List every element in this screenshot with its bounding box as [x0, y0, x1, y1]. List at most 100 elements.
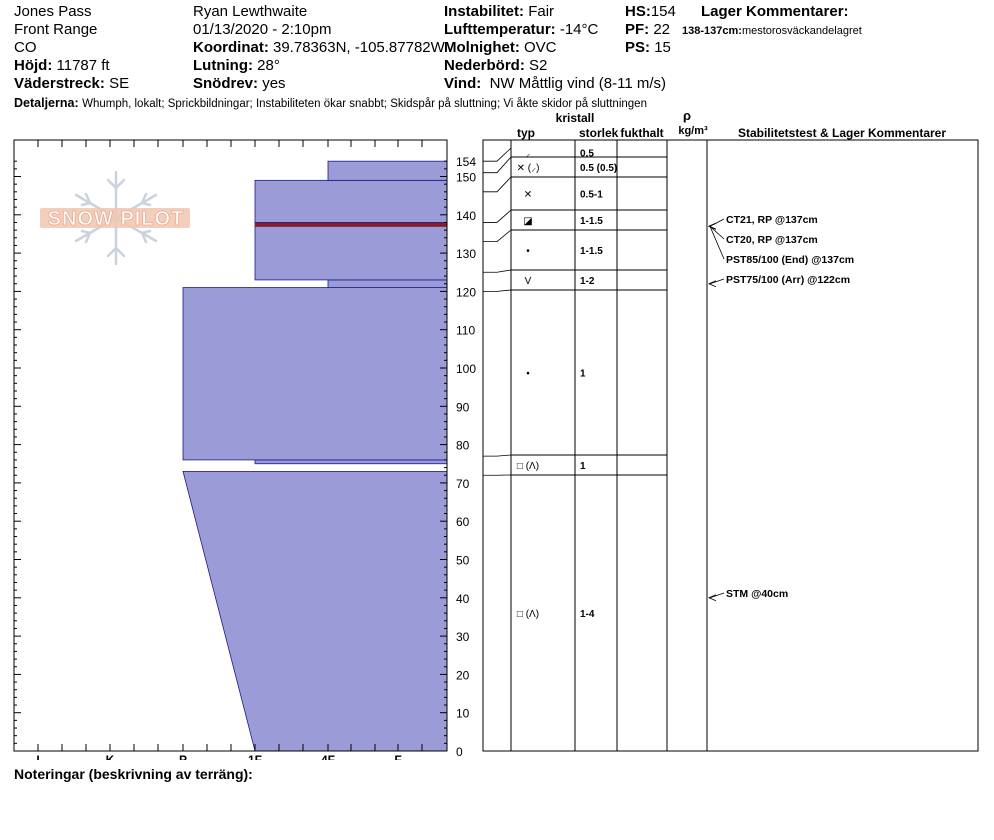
depth-axis: 0 10 20 30 40 50 60 70 80 90 100 110 120 130 140 150 154 [14, 155, 476, 759]
cloud-cover-row: Molnighet: OVC [444, 39, 557, 56]
hardness-profile [182, 160, 448, 752]
aspect-row: Väderstreck: SE [14, 75, 130, 92]
slope-row: Lutning: 28° [193, 57, 280, 74]
grain-size: 0.5 [580, 149, 594, 160]
stability-test-label: PST75/100 (Arr) @122cm [726, 274, 850, 286]
x-tick-label: K [106, 753, 115, 760]
observer-name: Ryan Lewthwaite [193, 3, 308, 20]
grain-rows: ⸝ 0.5 ✕ (⸝) 0.5 (0.5) ✕ 0.5-1 ◪ 1-1.5 • 1-1.5 V 1-2… [483, 147, 667, 752]
coordinates-row: Koordinat: 39.78363N, -105.87782W [193, 39, 445, 56]
y-tick-label: 120 [456, 285, 476, 299]
stability-test-label: CT20, RP @137cm [726, 234, 818, 246]
hardness-layer [254, 179, 448, 223]
grain-size: 1 [580, 461, 586, 472]
depth-connector [483, 229, 512, 243]
hardness-layer [254, 459, 448, 465]
stability-arrow-line [709, 278, 725, 285]
instability-row: Instabilitet: Fair [444, 3, 555, 20]
grain-size: 0.5-1 [580, 190, 603, 201]
layer-comment-row: 138-137cm:mestorosväckandelagret [682, 25, 862, 37]
y-tick-label: 110 [456, 324, 475, 338]
grain-type: ◪ [523, 216, 532, 227]
hardness-layer [254, 225, 448, 281]
y-tick-label: 130 [456, 247, 476, 261]
density-symbol: ρ [683, 108, 691, 123]
y-tick-label: 50 [456, 554, 470, 568]
grain-type: □ (Λ) [517, 461, 539, 472]
grain-size: 1 [580, 369, 586, 380]
moisture-header: fukthalt [620, 126, 663, 140]
grain-type: □ (Λ) [517, 609, 539, 620]
y-tick-label: 20 [456, 668, 470, 682]
grain-type: • [526, 246, 530, 257]
air-temperature-row: Lufttemperatur: -14°C [444, 21, 599, 38]
stability-header: Stabilitetstest & Lager Kommentarer [738, 126, 946, 140]
stability-arrow-head [707, 280, 717, 288]
x-tick-label: F [394, 753, 401, 760]
y-tick-label: 60 [456, 515, 470, 529]
depth-connector [483, 147, 512, 162]
y-tick-label: 30 [456, 630, 470, 644]
stability-test-label: STM @40cm [726, 588, 788, 600]
crystal-header: kristall [556, 111, 595, 125]
depth-connector [483, 454, 512, 457]
y-tick-label: 140 [456, 209, 476, 223]
depth-connector [483, 289, 512, 292]
logo-text: SNOW PILOT [48, 208, 185, 230]
details-row: Detaljerna: Whumph, lokalt; Sprickbildni… [14, 96, 647, 110]
hs-row: HS:154 [625, 3, 676, 20]
critical-layer [254, 222, 448, 227]
y-tick-label: 100 [456, 362, 476, 376]
grain-size: 1-1.5 [580, 216, 603, 227]
stability-arrow-head [707, 222, 717, 230]
y-tick-label: 0 [456, 745, 463, 759]
hardness-layer [182, 471, 448, 752]
depth-connector [483, 209, 512, 223]
hardness-layer [327, 279, 448, 288]
density-unit: kg/m³ [678, 125, 708, 137]
grain-type: • [526, 369, 530, 380]
grain-type: V [525, 276, 532, 287]
depth-connector [483, 269, 512, 273]
y-tick-label: 40 [456, 592, 470, 606]
size-header: storlek [579, 126, 619, 140]
pf-row: PF: 22 [625, 21, 671, 38]
y-tick-label: 90 [456, 400, 470, 414]
x-tick-label: 4F [321, 753, 335, 760]
x-tick-label: P [179, 753, 187, 760]
drift-row: Snödrev: yes [193, 75, 286, 92]
hardness-layer [182, 287, 448, 461]
hardness-axis: I K P 1F 4F F [36, 140, 423, 760]
stability-arrow-line [709, 592, 725, 599]
type-header: typ [517, 126, 535, 140]
y-top-label: 154 [456, 155, 476, 169]
elevation-row: Höjd: 11787 ft [14, 57, 110, 74]
mountain-range: Front Range [14, 21, 98, 38]
stability-tests: CT21, RP @137cm CT20, RP @137cm PST85/100 … [707, 214, 854, 602]
stability-arrow-line [709, 225, 725, 240]
grain-size: 1-2 [580, 276, 595, 287]
x-tick-label: I [36, 753, 39, 760]
grain-size: 1-1.5 [580, 246, 603, 257]
stability-test-label: CT21, RP @137cm [726, 214, 818, 226]
grain-type: ⸝ [526, 149, 531, 160]
depth-connector [483, 176, 512, 193]
stability-arrow-line [709, 226, 725, 260]
grain-table [482, 139, 979, 752]
stability-arrow-head [707, 594, 717, 602]
notes-label: Noteringar (beskrivning av terräng): [14, 766, 253, 782]
location-name: Jones Pass [14, 3, 92, 20]
hardness-layer [327, 160, 448, 181]
snowpilot-logo: SNOW PILOT [40, 170, 190, 266]
x-tick-label: 1F [248, 753, 262, 760]
depth-connector [483, 156, 512, 174]
y-tick-label: 150 [456, 171, 476, 185]
grain-size: 0.5 (0.5) [580, 163, 617, 174]
stability-test-label: PST85/100 (End) @137cm [726, 254, 854, 266]
precipitation-row: Nederbörd: S2 [444, 57, 548, 74]
state: CO [14, 39, 37, 56]
y-tick-label: 70 [456, 477, 470, 491]
layer-comments-heading: Lager Kommentarer: [701, 3, 849, 20]
grain-type: ✕ [524, 190, 532, 201]
grain-size: 1-4 [580, 609, 595, 620]
